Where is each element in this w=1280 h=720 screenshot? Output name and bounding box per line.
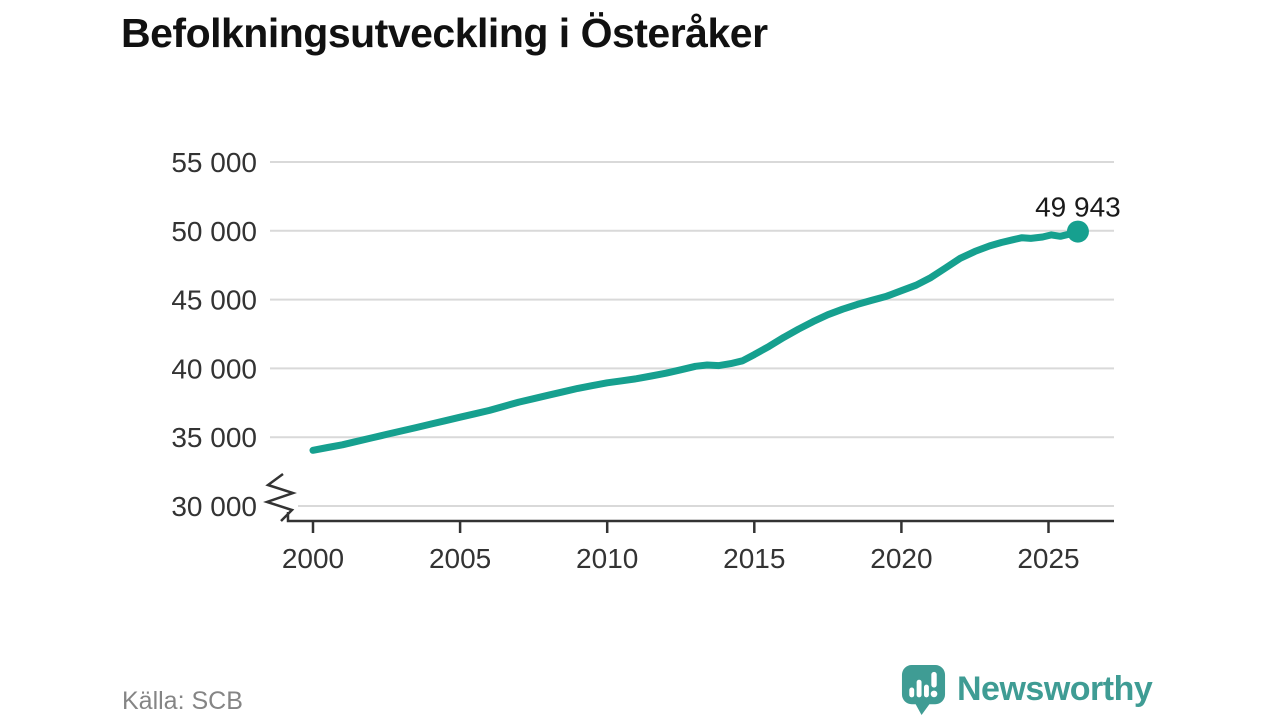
x-axis-tick-label: 2025	[1017, 543, 1079, 574]
y-axis-tick-label: 40 000	[171, 353, 257, 384]
x-axis-tick-label: 2010	[576, 543, 638, 574]
x-axis-tick-label: 2020	[870, 543, 932, 574]
y-axis-tick-label: 50 000	[171, 216, 257, 247]
series-end-dot	[1066, 220, 1089, 243]
x-axis-line	[286, 512, 1114, 523]
x-axis-tick-label: 2000	[282, 543, 344, 574]
newsworthy-logo: Newsworthy	[900, 663, 1153, 716]
y-axis-tick-label: 35 000	[171, 422, 257, 453]
y-axis-tick-label: 45 000	[171, 285, 257, 316]
newsworthy-wordmark: Newsworthy	[957, 670, 1153, 708]
population-series-line	[309, 228, 1082, 454]
x-axis-tick-label: 2015	[723, 543, 785, 574]
end-value-annotation: 49 943	[1035, 192, 1121, 223]
page-title: Befolkningsutveckling i Österåker	[121, 10, 768, 56]
newsworthy-speech-bubble-icon	[901, 665, 946, 715]
y-axis-tick-label: 30 000	[171, 491, 257, 522]
source-label: Källa: SCB	[122, 687, 243, 715]
x-axis-tick-label: 2005	[429, 543, 491, 574]
y-axis-break-icon	[263, 472, 297, 522]
y-axis-tick-label: 55 000	[171, 147, 257, 178]
